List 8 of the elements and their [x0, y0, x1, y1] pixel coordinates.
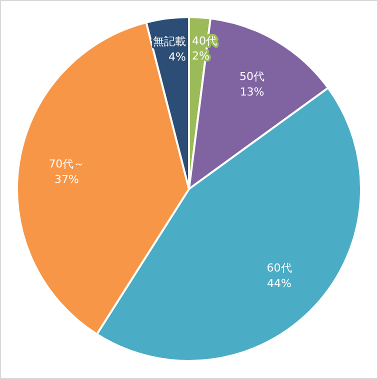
slice-label: 60代: [266, 262, 292, 275]
slice-label: 70代～: [48, 157, 85, 170]
slice-label: 無記載: [153, 35, 186, 48]
data-label: 44%: [267, 276, 292, 290]
data-label: 13%: [240, 86, 264, 99]
slice-label: 50代: [240, 70, 265, 84]
data-label: 4%: [168, 50, 186, 64]
data-label: 37%: [54, 172, 79, 186]
